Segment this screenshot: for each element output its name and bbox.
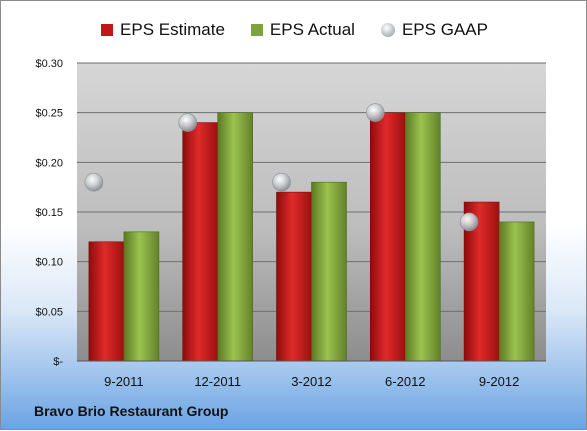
legend-label-eps-estimate: EPS Estimate [120,20,225,39]
y-tick-label: $0.20 [35,157,63,169]
bubble-eps-gaap [459,212,479,232]
legend-label-eps-actual: EPS Actual [269,20,355,39]
legend-item-eps-gaap: EPS GAAP [380,20,488,40]
bar-eps-estimate [276,191,312,362]
legend-item-eps-estimate: EPS Estimate [101,20,225,40]
y-tick-label: $- [53,356,63,368]
bubble-eps-gaap [178,113,197,132]
bar-eps-actual [498,221,535,362]
x-tick-label: 6-2012 [385,374,425,389]
legend-swatch-eps-estimate [101,24,114,36]
x-tick-label: 12-2011 [194,374,241,389]
bubble-eps-gaap [84,172,104,192]
bar-eps-estimate [369,112,406,362]
company-name: Bravo Brio Restaurant Group [34,403,229,419]
y-tick-label: $0.15 [35,207,63,219]
x-tick-label: 3-2012 [291,374,331,389]
bar-eps-actual [123,231,160,362]
y-tick-label: $0.10 [35,257,63,269]
bar-eps-actual [311,181,347,362]
bar-eps-actual [404,112,441,362]
x-tick-label: 9-2012 [479,374,519,389]
legend-item-eps-actual: EPS Actual [250,20,355,40]
chart-legend: EPS Estimate EPS Actual EPS GAAP [1,16,587,44]
y-tick-label: $0.05 [35,306,63,318]
bubble-eps-gaap [272,172,291,192]
y-tick-label: $0.30 [35,58,63,70]
y-tick-label: $0.25 [35,108,63,120]
legend-swatch-eps-actual [250,24,263,36]
legend-label-eps-gaap: EPS GAAP [401,20,488,39]
bar-eps-estimate [182,122,218,362]
x-tick-label: 9-2011 [104,374,144,389]
bar-eps-actual [217,112,253,362]
legend-swatch-eps-gaap [380,23,395,37]
bubble-eps-gaap [365,103,385,122]
bar-eps-estimate [88,241,125,362]
